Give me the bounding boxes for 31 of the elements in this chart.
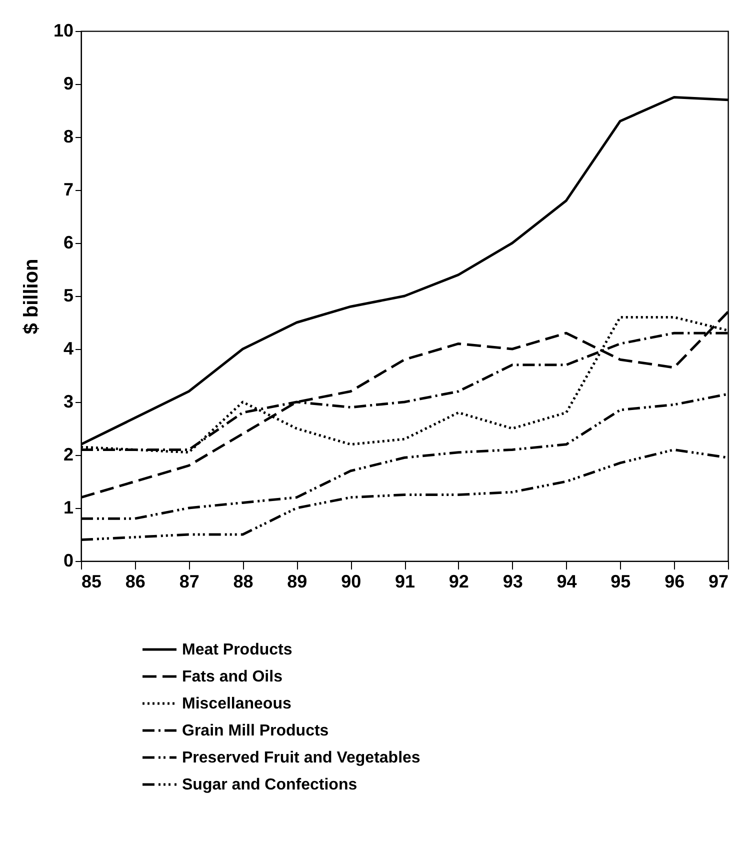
x-tick-label: 94 xyxy=(556,572,577,592)
x-tick-label: 96 xyxy=(664,572,685,592)
x-tick-label: 89 xyxy=(287,572,308,592)
y-tick-label: 10 xyxy=(53,20,74,40)
x-tick-label: 87 xyxy=(179,572,200,592)
y-tick-label: 7 xyxy=(63,180,74,200)
legend-label: Sugar and Confections xyxy=(182,776,358,794)
y-tick-label: 1 xyxy=(63,498,74,518)
y-tick-label: 9 xyxy=(63,74,74,94)
x-tick-label: 88 xyxy=(233,572,254,592)
x-tick-label: 95 xyxy=(610,572,631,592)
x-tick-label: 85 xyxy=(82,572,102,592)
legend-label: Miscellaneous xyxy=(182,696,292,712)
legend-label: Meat Products xyxy=(182,642,292,658)
x-tick-label: 90 xyxy=(341,572,362,592)
y-tick-label: 8 xyxy=(63,126,74,146)
x-tick-label: 91 xyxy=(394,572,416,592)
x-tick-label: 86 xyxy=(125,572,146,592)
x-tick-label: 97 xyxy=(708,572,728,592)
y-tick-label: 3 xyxy=(63,392,74,412)
legend-label: Preserved Fruit and Vegetables xyxy=(182,750,420,766)
y-axis-title: $ billion xyxy=(20,258,42,334)
y-tick-label: 0 xyxy=(63,550,74,570)
legend-label: Grain Mill Products xyxy=(182,722,329,740)
y-tick-label: 4 xyxy=(63,338,74,358)
x-tick-label: 92 xyxy=(448,572,469,592)
legend-label: Fats and Oils xyxy=(182,668,283,686)
y-tick-label: 2 xyxy=(63,444,74,464)
x-tick-label: 93 xyxy=(502,572,523,592)
y-tick-label: 5 xyxy=(63,286,74,306)
y-tick-label: 6 xyxy=(63,232,74,252)
